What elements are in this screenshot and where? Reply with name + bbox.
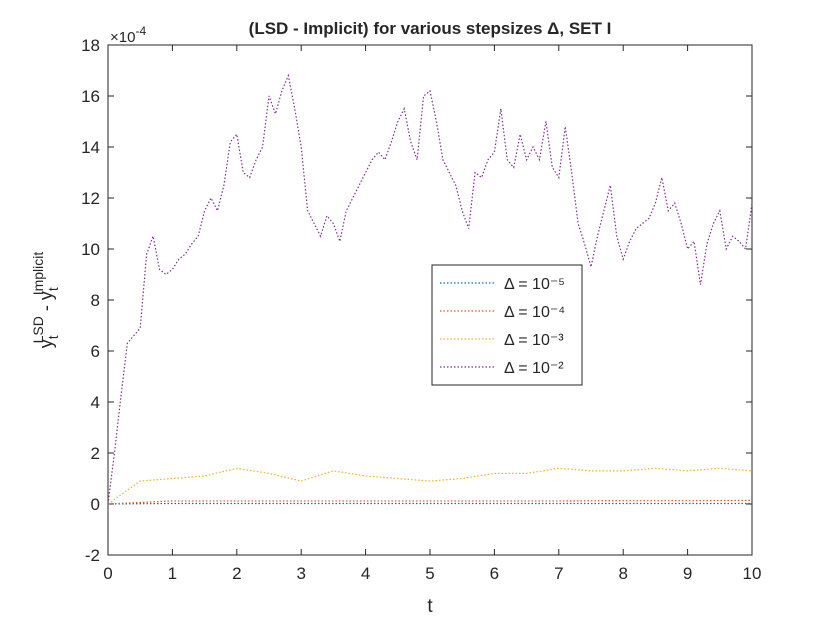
y-axis-label-part: t <box>45 335 61 339</box>
y-tick-label: 16 <box>81 87 100 106</box>
chart-title: (LSD - Implicit) for various stepsizes Δ… <box>249 19 612 38</box>
x-tick-label: 0 <box>103 564 112 583</box>
scale-label: ×10-4 <box>110 24 146 46</box>
x-tick-label: 6 <box>490 564 499 583</box>
y-tick-label: 18 <box>81 36 100 55</box>
y-tick-label: 0 <box>91 495 100 514</box>
y-axis-label: ytLSD - ytImplicit <box>30 252 61 349</box>
x-axis-label: t <box>427 596 433 617</box>
x-tick-label: 5 <box>425 564 434 583</box>
legend-label: Δ = 10⁻⁵ <box>504 276 565 293</box>
y-tick-label: 2 <box>91 444 100 463</box>
series-line <box>107 502 752 505</box>
x-tick-label: 1 <box>168 564 177 583</box>
y-axis-label-part: y <box>36 339 56 348</box>
y-tick-label: -2 <box>85 546 100 565</box>
y-tick-label: 8 <box>91 291 100 310</box>
legend-label: Δ = 10⁻⁴ <box>504 304 565 321</box>
y-tick-label: 10 <box>81 240 100 259</box>
scale-exponent: -4 <box>135 24 146 38</box>
series-line <box>107 467 753 505</box>
x-tick-label: 8 <box>618 564 627 583</box>
x-tick-label: 9 <box>683 564 692 583</box>
y-tick-label: 6 <box>91 342 100 361</box>
legend-label: Δ = 10⁻³ <box>504 332 564 349</box>
x-tick-label: 3 <box>296 564 305 583</box>
y-axis-label-part: - y <box>36 291 56 316</box>
scale-base: ×10 <box>110 29 135 46</box>
y-axis-label-part: Implicit <box>30 252 46 296</box>
y-tick-label: 14 <box>81 138 100 157</box>
y-axis-label-part: LSD <box>30 316 46 343</box>
x-tick-label: 2 <box>232 564 241 583</box>
y-tick-label: 12 <box>81 189 100 208</box>
y-tick-label: 4 <box>91 393 100 412</box>
x-tick-label: 7 <box>554 564 563 583</box>
legend-label: Δ = 10⁻² <box>504 360 564 377</box>
series-line <box>107 73 753 505</box>
legend: Δ = 10⁻⁵ Δ = 10⁻⁴ Δ = 10⁻³ Δ = 10⁻² <box>431 264 583 386</box>
x-tick-label: 10 <box>743 564 762 583</box>
y-axis-label-part: t <box>45 287 61 291</box>
legend-box <box>431 264 583 386</box>
x-tick-label: 4 <box>361 564 370 583</box>
series-line <box>107 499 753 505</box>
